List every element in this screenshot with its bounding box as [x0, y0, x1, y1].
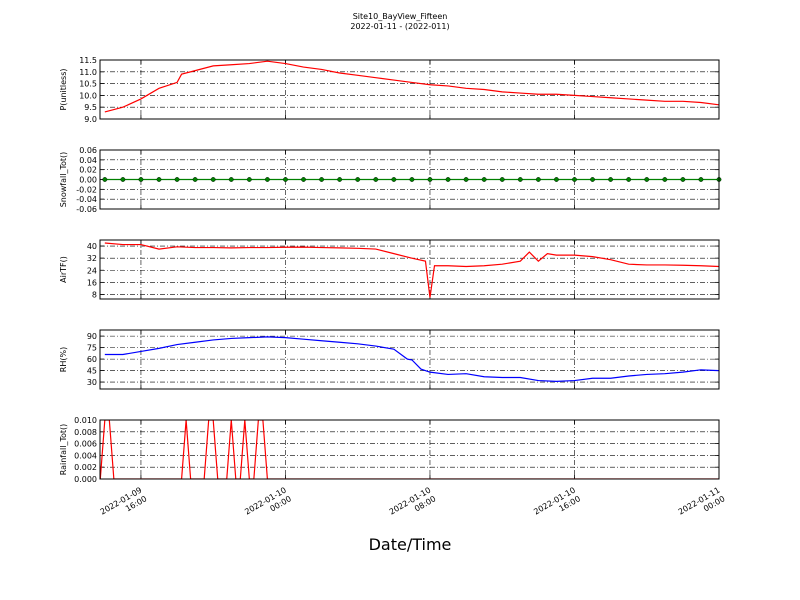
- y-tick-label: 0.02: [79, 166, 97, 175]
- y-tick-label: -0.06: [76, 205, 97, 214]
- data-point: [264, 177, 270, 182]
- y-tick-label: 0.06: [79, 146, 97, 155]
- data-point: [626, 177, 632, 182]
- data-point: [319, 177, 324, 182]
- y-tick-label: 0.008: [74, 428, 97, 437]
- y-axis-label: Rainfall_Tot(): [59, 424, 68, 476]
- data-point: [644, 177, 650, 182]
- y-tick-label: 0.002: [74, 463, 97, 472]
- y-tick-label: 0.000: [74, 475, 97, 484]
- y-tick-label: 0.006: [74, 440, 97, 449]
- y-tick-label: 0.004: [74, 451, 97, 460]
- plot-frame: [99, 329, 720, 390]
- y-tick-label: 75: [87, 344, 97, 353]
- data-point: [572, 177, 577, 182]
- y-tick-label: 24: [87, 266, 97, 275]
- data-point: [301, 177, 306, 182]
- data-point: [554, 177, 559, 182]
- y-axis-label: Snowfall_Tot(): [59, 152, 68, 208]
- y-tick-label: -0.04: [76, 195, 97, 204]
- data-point: [102, 177, 108, 182]
- y-tick-label: 90: [87, 332, 97, 341]
- data-point: [355, 177, 361, 182]
- y-tick-label: 11.5: [79, 56, 97, 65]
- plot-frame: [99, 419, 720, 480]
- y-tick-label: 32: [87, 254, 97, 263]
- data-point: [535, 177, 541, 182]
- data-point: [680, 177, 686, 182]
- data-point: [174, 177, 180, 182]
- data-point: [463, 177, 469, 182]
- y-axis-label: P(unitless): [59, 68, 68, 110]
- data-line: [104, 60, 719, 113]
- data-point: [373, 177, 379, 182]
- data-point: [246, 177, 252, 182]
- data-point: [337, 177, 343, 182]
- y-tick-label: 16: [87, 278, 97, 287]
- data-point: [481, 177, 487, 182]
- data-point: [499, 177, 505, 182]
- data-point: [698, 177, 704, 182]
- y-tick-label: 30: [87, 378, 97, 387]
- data-line: [104, 242, 719, 298]
- data-point: [210, 177, 216, 182]
- data-point: [156, 177, 162, 182]
- y-tick-label: 11.0: [79, 68, 97, 77]
- data-point: [445, 177, 451, 182]
- data-point: [608, 177, 614, 182]
- data-point: [391, 177, 397, 182]
- data-point: [283, 177, 288, 182]
- y-tick-label: -0.02: [76, 185, 97, 194]
- data-point: [409, 177, 415, 182]
- y-tick-label: 9.5: [84, 103, 97, 112]
- plot-frame: [99, 149, 720, 210]
- data-point: [517, 177, 523, 182]
- data-line: [104, 336, 719, 382]
- chart-title: Site10_BayView_Fifteen: [353, 12, 448, 21]
- data-line: [100, 420, 719, 479]
- data-point: [590, 177, 595, 182]
- y-tick-label: 8: [92, 290, 97, 299]
- data-point: [228, 177, 234, 182]
- y-tick-label: 40: [87, 242, 97, 251]
- y-tick-label: 10.5: [79, 80, 97, 89]
- y-tick-label: 60: [87, 355, 97, 364]
- y-tick-label: 0.04: [79, 156, 97, 165]
- y-tick-label: 9.0: [84, 115, 97, 124]
- data-point: [192, 177, 198, 182]
- y-axis-label: RH(%): [59, 347, 68, 372]
- plot-frame: [99, 59, 720, 120]
- y-tick-label: 0.00: [79, 176, 97, 185]
- data-point: [138, 177, 144, 182]
- y-tick-label: 10.0: [79, 91, 97, 100]
- chart-subtitle: 2022-01-11 - (2022-011): [350, 22, 449, 31]
- y-axis-label: AirTF(): [59, 256, 68, 283]
- y-tick-label: 45: [87, 367, 97, 376]
- x-axis-label: Date/Time: [369, 535, 452, 554]
- data-point: [120, 177, 126, 182]
- y-tick-label: 0.010: [74, 416, 97, 425]
- data-point: [427, 177, 433, 182]
- data-point: [662, 177, 668, 182]
- plot-frame: [99, 239, 720, 300]
